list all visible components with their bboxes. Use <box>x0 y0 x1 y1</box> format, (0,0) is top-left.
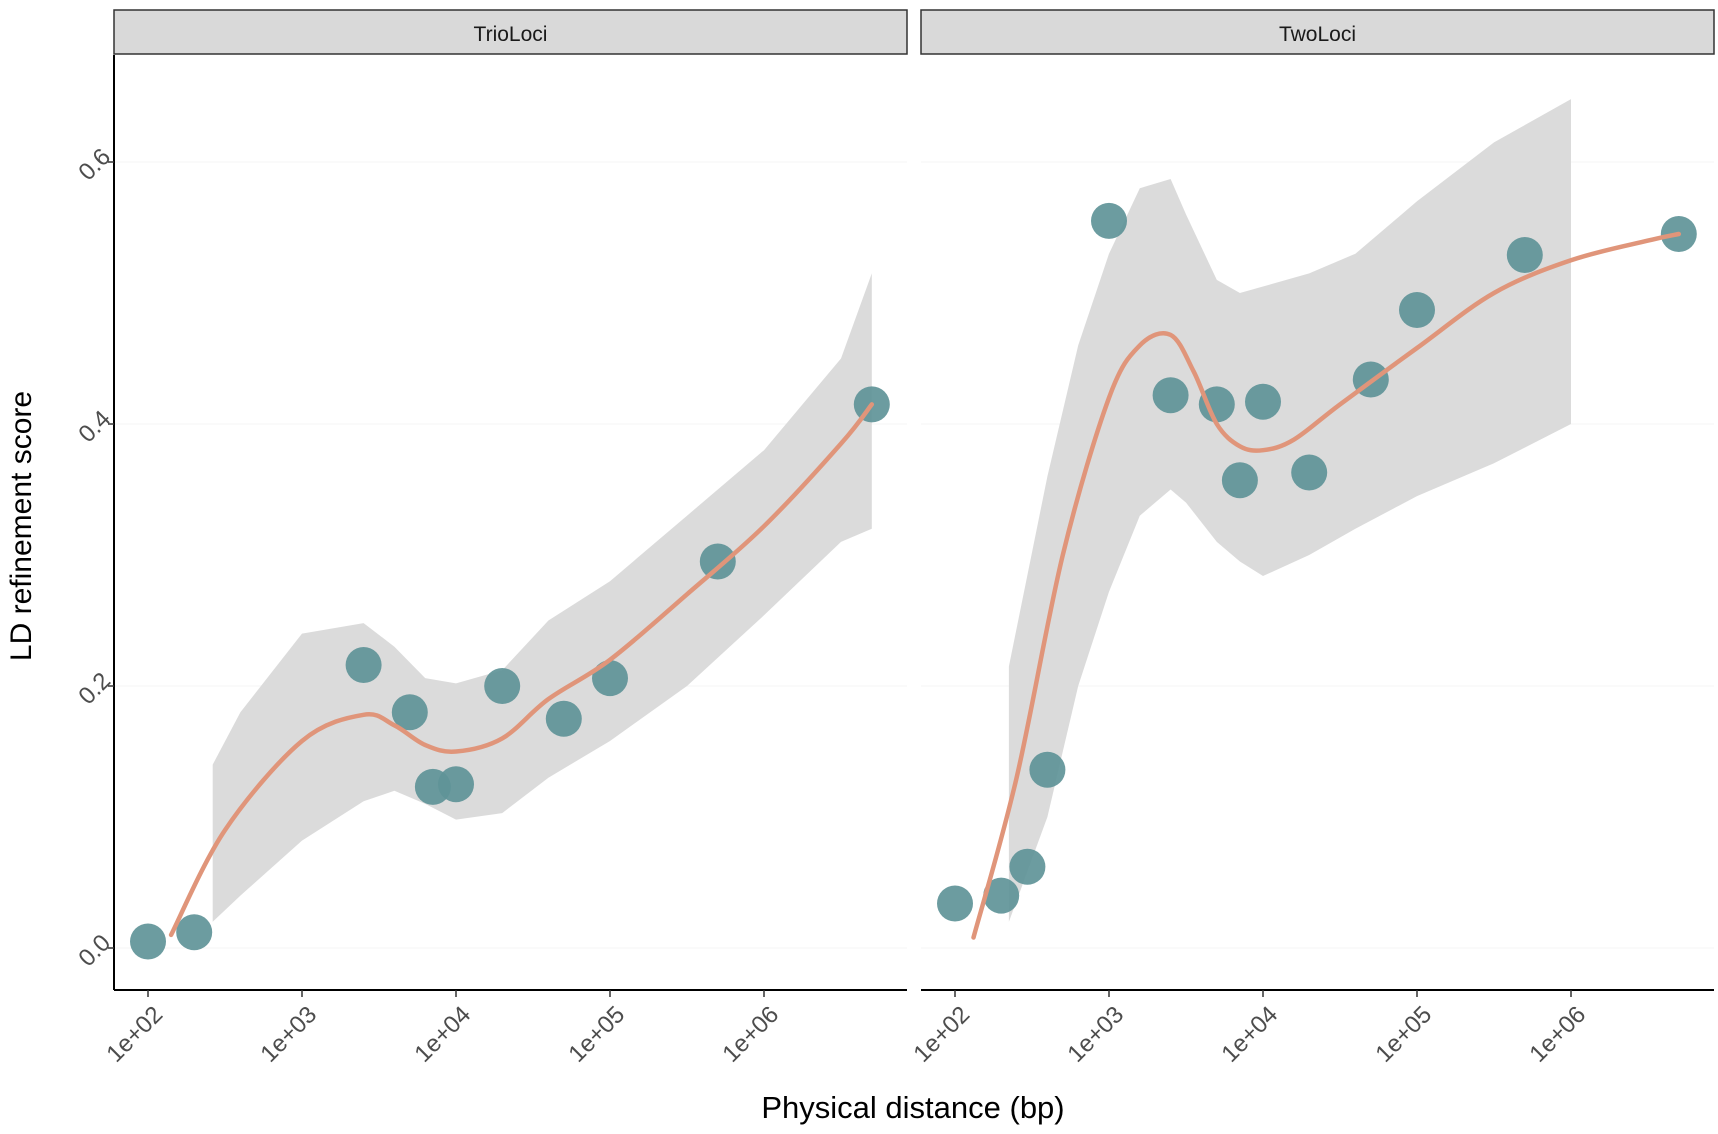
data-point <box>937 885 973 922</box>
x-tick-label: 1e+06 <box>717 1001 784 1068</box>
panels: TrioLoci 0.0 0.2 0.4 0.6 1e+02 1e+03 1e+04 1e+05… <box>73 9 1715 1068</box>
y-axis-title: LD refinement score <box>5 391 38 661</box>
y-tick-label-group: 0.2 <box>73 667 116 710</box>
x-tick-label: 1e+06 <box>1524 1001 1591 1068</box>
data-point <box>391 694 428 731</box>
panel-twoloci: TwoLoci 1e+02 1e+03 1e+04 1e+05 1e+06 <box>908 9 1715 1068</box>
data-point <box>1221 462 1258 499</box>
x-tick-label-group: 1e+06 <box>1524 1001 1591 1068</box>
x-tick-label: 1e+05 <box>563 1001 630 1068</box>
x-tick-label: 1e+04 <box>1216 1001 1283 1068</box>
data-point <box>1009 848 1046 885</box>
data-point <box>699 543 736 580</box>
x-tick-label-group: 1e+03 <box>1062 1001 1129 1068</box>
x-tick-label-group: 1e+05 <box>563 1001 630 1068</box>
facet-strip-label: TrioLoci <box>474 23 548 46</box>
x-tick-label: 1e+03 <box>255 1001 322 1068</box>
confidence-ribbon <box>212 273 872 922</box>
y-axis-title-group: LD refinement score <box>5 391 38 661</box>
y-tick-label-group: 0.4 <box>73 405 116 448</box>
x-axis-title: Physical distance (bp) <box>761 1090 1064 1125</box>
data-point <box>1152 377 1189 414</box>
data-point <box>1091 202 1127 239</box>
data-point <box>1399 292 1435 328</box>
data-point <box>345 647 382 683</box>
data-point <box>1506 237 1543 273</box>
x-tick-label-group: 1e+03 <box>255 1001 322 1068</box>
data-point <box>1291 454 1328 491</box>
x-tick-label-group: 1e+02 <box>908 1001 975 1068</box>
x-tick-label: 1e+05 <box>1370 1001 1437 1068</box>
x-tick-label-group: 1e+06 <box>717 1001 784 1068</box>
x-tick-label: 1e+03 <box>1062 1001 1129 1068</box>
data-point <box>983 877 1020 914</box>
data-point <box>1029 751 1066 788</box>
smooth-trend-line <box>971 231 1682 940</box>
y-tick-label-group: 0.0 <box>73 929 116 972</box>
y-tick-label-group: 0.6 <box>73 143 116 186</box>
facet-strip <box>113 9 908 55</box>
data-point <box>545 700 582 737</box>
facet-strip-label: TwoLoci <box>1279 23 1356 46</box>
y-tick-label: 0.4 <box>73 405 116 448</box>
data-point <box>1198 386 1235 423</box>
y-tick-label: 0.2 <box>73 667 116 710</box>
data-point <box>484 668 521 704</box>
x-tick-label: 1e+02 <box>101 1001 168 1068</box>
x-tick-label-group: 1e+04 <box>1216 1001 1283 1068</box>
x-tick-label-group: 1e+05 <box>1370 1001 1437 1068</box>
data-point <box>1245 383 1281 420</box>
y-tick-label: 0.0 <box>73 929 116 972</box>
smooth-trend-line <box>168 402 875 938</box>
panel-trioloci: TrioLoci 0.0 0.2 0.4 0.6 1e+02 1e+03 1e+04 1e+05… <box>73 9 908 1068</box>
y-tick-label: 0.6 <box>73 143 116 186</box>
data-point <box>130 923 166 960</box>
x-tick-label: 1e+02 <box>908 1001 975 1068</box>
data-point <box>176 914 213 951</box>
x-tick-label-group: 1e+02 <box>101 1001 168 1068</box>
data-point <box>438 766 474 803</box>
facet-strip <box>920 9 1715 55</box>
data-point <box>592 660 628 697</box>
x-tick-label: 1e+04 <box>409 1001 476 1068</box>
x-tick-label-group: 1e+04 <box>409 1001 476 1068</box>
